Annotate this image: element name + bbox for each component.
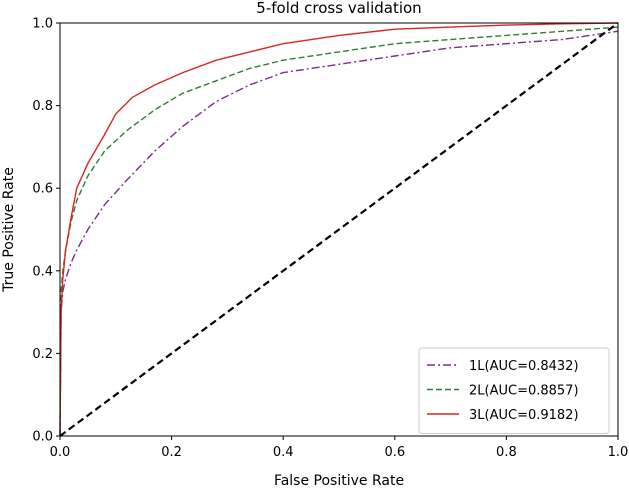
series-layer — [59, 22, 619, 437]
y-tick-label: 0.4 — [32, 264, 53, 279]
x-tick-label: 0.4 — [273, 445, 294, 460]
x-tick-label: 1.0 — [608, 445, 629, 460]
y-tick-label: 0.6 — [32, 182, 53, 197]
x-tick-label: 0.6 — [384, 445, 405, 460]
series-line-3 — [59, 22, 619, 437]
chance-diagonal-line — [59, 22, 619, 437]
legend-label-2: 2L(AUC=0.8857) — [469, 384, 579, 399]
legend-box — [418, 347, 610, 434]
legend-label-3: 3L(AUC=0.9182) — [469, 408, 579, 423]
chart-title: 5-fold cross validation — [256, 0, 421, 17]
legend-label-1: 1L(AUC=0.8432) — [469, 359, 579, 374]
y-tick-label: 0.0 — [32, 430, 53, 445]
y-axis-label: True Positive Rate — [1, 167, 17, 293]
plot-frame — [59, 22, 619, 437]
x-axis-label: False Positive Rate — [274, 473, 404, 488]
axes-layer: 0.0 0.2 0.4 0.6 0.8 1.0 0.0 0.2 0.4 0.6 0.8 1.0 — [32, 17, 628, 461]
y-tick-label: 0.2 — [32, 347, 53, 362]
legend: 1L(AUC=0.8432) 2L(AUC=0.8857) 3L(AUC=0.918… — [418, 347, 610, 434]
y-tick-label: 1.0 — [32, 17, 53, 32]
x-tick-label: 0.0 — [50, 445, 71, 460]
series-line-1 — [59, 30, 619, 437]
x-tick-label: 0.8 — [496, 445, 517, 460]
x-tick-label: 0.2 — [161, 445, 182, 460]
y-tick-label: 0.8 — [32, 99, 53, 114]
